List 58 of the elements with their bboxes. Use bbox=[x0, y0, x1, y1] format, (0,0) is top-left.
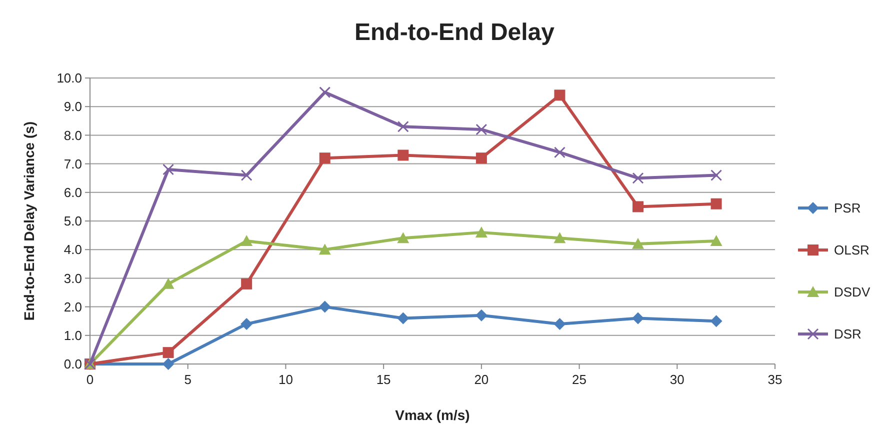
point bbox=[162, 358, 174, 370]
y-axis-title: End-to-End Delay Variance (s) bbox=[21, 121, 37, 321]
point bbox=[710, 198, 722, 210]
legend-label: PSR bbox=[834, 200, 861, 216]
x-tick-label: 0 bbox=[86, 372, 94, 387]
y-tick-label: 1.0 bbox=[64, 328, 82, 343]
y-tick-label: 7.0 bbox=[64, 156, 82, 172]
point bbox=[398, 150, 409, 161]
y-tick-label: 6.0 bbox=[64, 184, 82, 200]
x-tick-label: 5 bbox=[184, 372, 192, 387]
point bbox=[710, 315, 722, 328]
point bbox=[554, 90, 566, 101]
chart-title: End-to-End Delay bbox=[354, 19, 556, 46]
x-tick-label: 15 bbox=[376, 372, 391, 387]
point bbox=[710, 235, 722, 246]
point bbox=[632, 201, 644, 212]
point bbox=[319, 152, 330, 164]
x-tick-label: 10 bbox=[278, 372, 293, 387]
y-tick-label: 9.0 bbox=[64, 99, 82, 114]
point bbox=[476, 124, 488, 136]
legend-label: OLSR bbox=[834, 242, 870, 258]
point bbox=[397, 232, 410, 244]
x-tick-label: 25 bbox=[572, 372, 587, 387]
legend-label: DSR bbox=[834, 326, 862, 342]
point bbox=[554, 318, 566, 330]
y-tick-label: 4.0 bbox=[64, 242, 82, 258]
y-tick-label: 2.0 bbox=[64, 299, 82, 314]
x-tick-label: 20 bbox=[474, 372, 489, 387]
point bbox=[241, 278, 252, 290]
point bbox=[240, 169, 252, 181]
point bbox=[240, 318, 253, 330]
x-tick-label: 35 bbox=[768, 372, 782, 387]
point bbox=[162, 278, 174, 289]
point bbox=[475, 309, 488, 322]
point bbox=[632, 172, 644, 184]
point bbox=[710, 169, 722, 181]
point bbox=[397, 120, 409, 132]
point bbox=[318, 300, 331, 313]
point bbox=[554, 146, 566, 158]
y-tick-label: 10.0 bbox=[56, 70, 82, 86]
point bbox=[476, 152, 487, 164]
x-axis-title: Vmax (m/s) bbox=[395, 407, 470, 423]
point bbox=[397, 312, 410, 324]
point bbox=[162, 347, 174, 358]
point bbox=[319, 86, 331, 98]
y-tick-label: 0.0 bbox=[64, 356, 82, 372]
point bbox=[475, 226, 488, 238]
point bbox=[318, 244, 331, 255]
y-tick-label: 8.0 bbox=[64, 128, 82, 143]
point bbox=[632, 312, 644, 324]
point bbox=[162, 164, 174, 176]
x-tick-label: 30 bbox=[670, 372, 684, 387]
legend-label: DSDV bbox=[834, 284, 870, 300]
y-tick-label: 5.0 bbox=[64, 214, 82, 229]
y-tick-label: 3.0 bbox=[64, 270, 82, 286]
point bbox=[240, 235, 253, 246]
point bbox=[632, 238, 644, 249]
point bbox=[554, 232, 566, 244]
